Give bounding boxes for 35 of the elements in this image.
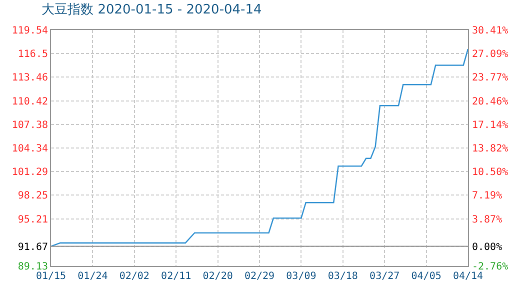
y-tick-label: 119.54 [12, 26, 48, 36]
x-tick-label: 02/02 [119, 271, 150, 282]
chart-title: 大豆指数 2020-01-15 - 2020-04-14 [42, 2, 262, 18]
y2-tick-label: 17.14% [472, 120, 508, 131]
y-tick-label: 116.5 [18, 49, 48, 60]
x-tick-label: 02/11 [161, 271, 192, 282]
y2-tick-label: 23.77% [472, 72, 508, 84]
y2-tick-label: 27.09% [472, 49, 508, 60]
y2-tick-label: 7.19% [472, 190, 502, 202]
y2-tick-label: 0.00% [472, 242, 502, 253]
y2-tick-label: 10.50% [472, 167, 508, 178]
y2-tick-label: -2.76% [472, 262, 508, 272]
y-tick-label: 91.67 [18, 242, 48, 253]
y-tick-label: 107.38 [12, 120, 48, 131]
y-tick-label: 110.42 [12, 96, 48, 108]
x-tick-label: 02/20 [202, 271, 233, 282]
x-tick-label: 01/15 [36, 271, 66, 282]
y-tick-label: 95.21 [18, 214, 48, 226]
x-tick-label: 03/18 [328, 271, 358, 282]
y-tick-label: 98.25 [18, 190, 48, 202]
y2-tick-label: 20.46% [472, 96, 508, 108]
x-tick-label: 04/05 [411, 271, 442, 282]
x-tick-label: 01/24 [78, 271, 108, 282]
y-tick-label: 89.13 [18, 262, 48, 272]
x-tick-label: 03/27 [370, 271, 400, 282]
y2-tick-label: 30.41% [472, 26, 508, 36]
y-tick-label: 104.34 [12, 143, 48, 154]
x-tick-label: 03/09 [286, 271, 316, 282]
y-tick-label: 113.46 [12, 72, 48, 84]
y2-tick-label: 3.87% [472, 214, 502, 226]
line-series [51, 48, 468, 247]
y2-tick-label: 13.82% [472, 144, 508, 155]
x-tick-label: 04/14 [452, 271, 484, 282]
x-tick-label: 02/29 [244, 271, 275, 282]
y-tick-label: 101.29 [12, 167, 48, 178]
